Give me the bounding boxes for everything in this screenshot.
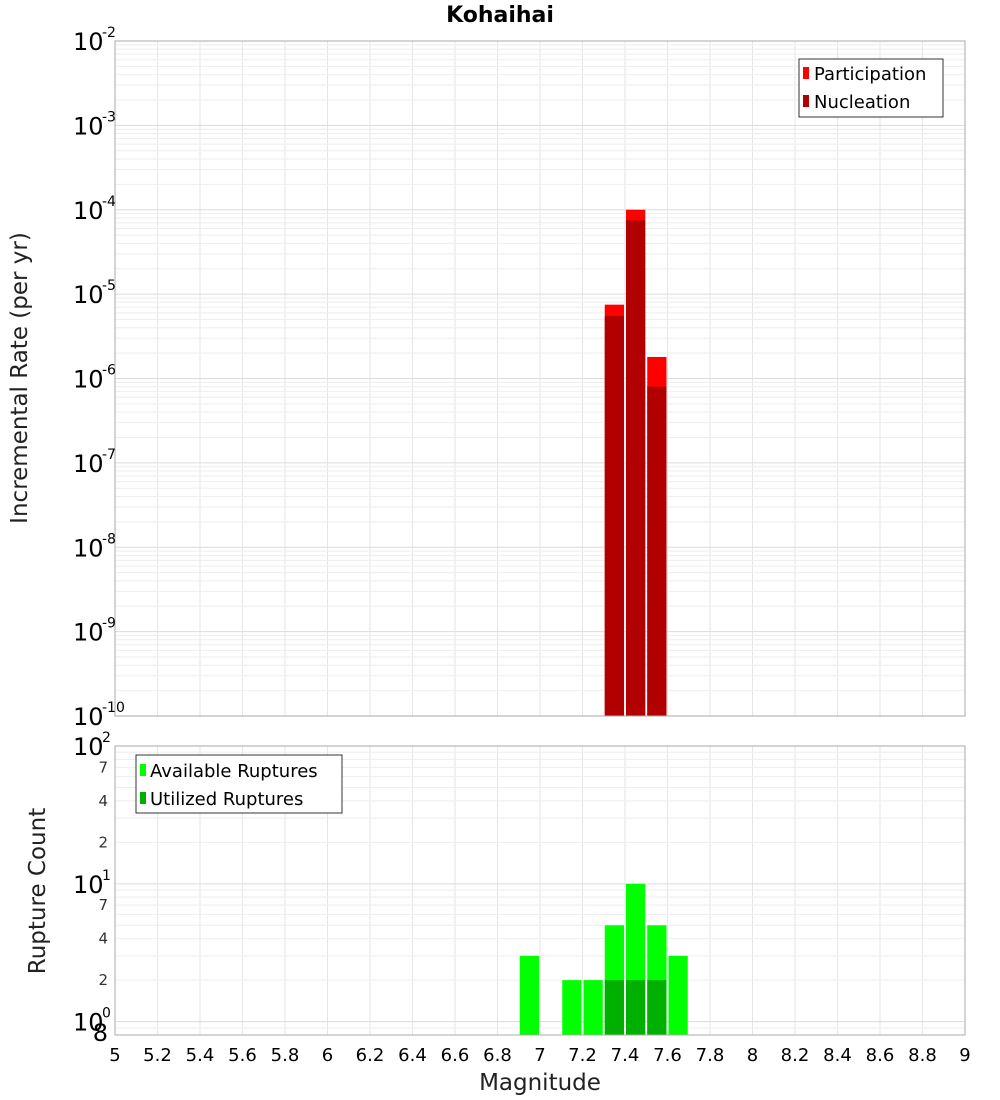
x-tick-label: 8.4 (823, 1045, 852, 1066)
bottom-utilized-ruptures-bar (626, 980, 646, 1035)
x-tick-label: 5.8 (271, 1045, 300, 1066)
x-axis-label: Magnitude (479, 1070, 601, 1096)
bottom-y-tick-exponent: 1 (102, 868, 111, 884)
x-tick-label: 8.8 (908, 1045, 937, 1066)
nucleation-legend-label: Nucleation (814, 92, 910, 113)
utilized-ruptures-swatch (140, 792, 146, 804)
x-tick-label: 5.6 (228, 1045, 257, 1066)
bottom-y-tick-base: 10 (73, 1009, 104, 1037)
x-tick-label: 8 (747, 1045, 758, 1066)
bottom-bars (519, 883, 688, 1035)
top-grid (114, 40, 966, 717)
bottom-y-minor-tick-label: 7 (98, 758, 108, 776)
x-tick-label: 6 (322, 1045, 333, 1066)
top-y-tick-exponent: -9 (102, 616, 116, 632)
top-y-tick-exponent: -7 (102, 447, 116, 463)
top-y-tick-exponent: -5 (102, 278, 116, 294)
top-y-tick-base: 10 (73, 450, 104, 478)
available-ruptures-swatch (140, 764, 146, 776)
chart-title: Kohaihai (446, 3, 554, 28)
bottom-legend: Available Ruptures Utilized Ruptures (135, 754, 343, 814)
x-tick-label: 7.2 (568, 1045, 597, 1066)
bottom-plot-border (114, 745, 966, 1036)
top-panel: 10-210-310-410-510-610-710-810-910-10 In… (7, 25, 966, 731)
top-y-axis-label: Incremental Rate (per yr) (7, 232, 33, 524)
x-tick-label: 6.6 (441, 1045, 470, 1066)
top-nucleation-bar (626, 220, 646, 717)
x-tick-label: 7.4 (611, 1045, 640, 1066)
x-tick-label: 7.6 (653, 1045, 682, 1066)
top-y-tick-base: 10 (73, 112, 104, 140)
bottom-y-tick-base: 10 (73, 871, 104, 899)
utilized-ruptures-legend-label: Utilized Ruptures (150, 789, 303, 810)
bottom-y-tick-exponent: 0 (102, 1006, 111, 1022)
bottom-legend-box (135, 754, 343, 814)
top-y-tick-exponent: -8 (102, 531, 116, 547)
bottom-available-ruptures-bar (668, 955, 688, 1035)
top-y-tick-base: 10 (73, 28, 104, 56)
bottom-available-ruptures-bar (519, 955, 539, 1035)
x-tick-label: 6.8 (483, 1045, 512, 1066)
bottom-utilized-ruptures-bar (647, 980, 667, 1035)
top-y-tick-exponent: -6 (102, 363, 116, 379)
x-tick-label: 7 (534, 1045, 545, 1066)
bottom-y-minor-tick-label: 4 (98, 792, 108, 810)
nucleation-swatch (803, 95, 809, 107)
top-nucleation-bar (604, 316, 624, 716)
top-y-tick-base: 10 (73, 619, 104, 647)
top-nucleation-bar (647, 386, 667, 716)
x-tick-label: 7.8 (696, 1045, 725, 1066)
bottom-y-minor-tick-label: 2 (98, 833, 108, 851)
x-tick-label: 9 (959, 1045, 970, 1066)
bottom-utilized-ruptures-bar (604, 980, 624, 1035)
top-y-tick-base: 10 (73, 366, 104, 394)
top-bars (604, 209, 667, 717)
x-tick-label: 6.4 (398, 1045, 427, 1066)
top-y-tick-base: 10 (73, 197, 104, 225)
bottom-available-ruptures-bar (583, 980, 603, 1035)
x-tick-labels: 5 5.2 5.4 5.6 5.8 6 6.2 6.4 6.6 6.8 7 7.2 7.4 7.6 7.8 8… (109, 1045, 970, 1066)
top-y-tick-exponent: -3 (102, 109, 116, 125)
x-tick-label: 8.2 (781, 1045, 810, 1066)
top-legend: Participation Nucleation (798, 58, 944, 118)
top-y-tick-exponent: -4 (102, 194, 116, 210)
participation-swatch (803, 67, 809, 79)
top-y-tick-labels: 10-210-310-410-510-610-710-810-910-10 (73, 25, 125, 731)
bottom-y-minor-tick-label: 7 (98, 896, 108, 914)
top-y-tick-exponent: -2 (102, 25, 116, 41)
top-y-tick-base: 10 (73, 534, 104, 562)
top-legend-box (798, 58, 944, 118)
top-y-tick-base: 10 (73, 281, 104, 309)
bottom-y-tick-exponent: 2 (102, 730, 111, 746)
x-tick-label: 5.4 (186, 1045, 215, 1066)
x-tick-label: 5 (109, 1045, 120, 1066)
bottom-available-ruptures-bar (562, 980, 582, 1035)
top-y-tick-exponent: -10 (102, 700, 125, 716)
available-ruptures-legend-label: Available Ruptures (150, 761, 318, 782)
x-tick-label: 8.6 (866, 1045, 895, 1066)
bottom-y-minor-tick-label: 8 (93, 1019, 108, 1047)
x-tick-label: 5.2 (143, 1045, 172, 1066)
top-y-tick-base: 10 (73, 703, 104, 731)
bottom-y-tick-base: 10 (73, 733, 104, 761)
bottom-y-minor-tick-label: 4 (98, 930, 108, 948)
top-plot-border (114, 40, 966, 717)
participation-legend-label: Participation (814, 64, 926, 85)
bottom-y-axis-label: Rupture Count (25, 808, 51, 974)
x-tick-label: 6.2 (356, 1045, 385, 1066)
bottom-y-minor-tick-label: 2 (98, 971, 108, 989)
